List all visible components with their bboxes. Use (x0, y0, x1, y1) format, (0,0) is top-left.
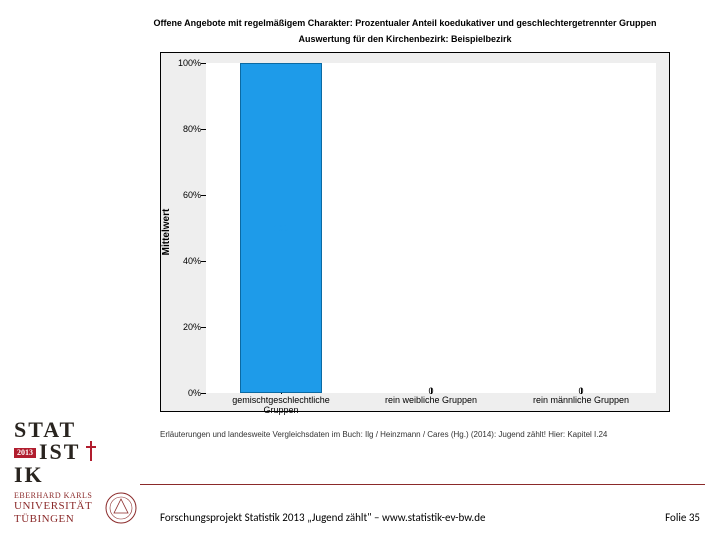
chart-container: Offene Angebote mit regelmäßigem Charakt… (120, 18, 690, 458)
slide: Offene Angebote mit regelmäßigem Charakt… (0, 0, 720, 540)
chart-subtitle: Auswertung für den Kirchenbezirk: Beispi… (120, 34, 690, 44)
footer-page-number: Folie 35 (665, 511, 700, 524)
x-category-label: rein weibliche Gruppen (360, 395, 502, 405)
y-tick-label: 80% (169, 124, 201, 134)
logo-row-2-text: IST (39, 442, 80, 463)
footer-rule (140, 484, 705, 485)
y-tick-label: 20% (169, 322, 201, 332)
y-tick-label: 100% (169, 58, 201, 68)
logo-row-1: STAT (14, 420, 124, 441)
chart-title: Offene Angebote mit regelmäßigem Charakt… (120, 18, 690, 28)
plot-area: Mittelwert 10000 0%20%40%60%80%100%gemis… (160, 52, 670, 412)
y-tick-mark (201, 129, 206, 130)
statistik-logo: STAT 2013 IST IK (14, 420, 124, 486)
y-tick-mark (201, 327, 206, 328)
logo-row-3: IK (14, 465, 124, 486)
y-tick-label: 0% (169, 388, 201, 398)
y-tick-label: 40% (169, 256, 201, 266)
y-tick-mark (201, 393, 206, 394)
chart-caption: Erläuterungen und landesweite Vergleichs… (160, 430, 720, 488)
slide-footer: Forschungsprojekt Statistik 2013 „Jugend… (0, 484, 720, 540)
cross-icon (84, 441, 98, 465)
y-axis-label: Mittelwert (161, 209, 172, 256)
bar-value-label: 100 (261, 224, 301, 233)
x-category-label: gemischtgeschlechtlicheGruppen (210, 395, 352, 416)
y-tick-mark (201, 261, 206, 262)
plot-inner: 10000 (206, 63, 656, 393)
y-tick-mark (201, 63, 206, 64)
y-tick-label: 60% (169, 190, 201, 200)
x-category-label: rein männliche Gruppen (510, 395, 652, 405)
footer-project-text: Forschungsprojekt Statistik 2013 „Jugend… (160, 511, 485, 524)
logo-year-badge: 2013 (14, 448, 36, 458)
y-tick-mark (201, 195, 206, 196)
